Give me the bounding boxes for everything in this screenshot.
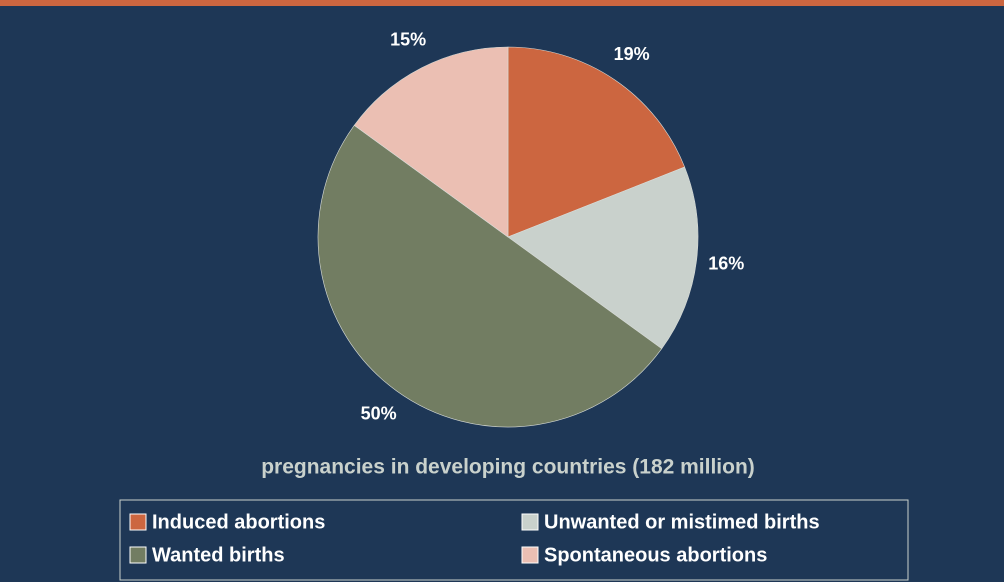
- pie-slice: [353, 46, 509, 238]
- legend-label: Unwanted or mistimed births: [544, 511, 820, 533]
- legend-label: Spontaneous abortions: [544, 544, 767, 566]
- legend-label: Wanted births: [152, 544, 285, 566]
- legend-swatch: [521, 513, 539, 531]
- top-rule: [0, 0, 1004, 6]
- legend-box: [119, 499, 909, 581]
- pie-slice: [507, 46, 686, 238]
- chart-title: pregnancies in developing countries (182…: [261, 456, 755, 479]
- legend-swatch: [521, 546, 539, 564]
- data-label: 15%: [390, 30, 426, 50]
- data-label: 50%: [361, 404, 397, 424]
- data-label: 16%: [708, 253, 744, 273]
- data-label: 19%: [614, 44, 650, 64]
- pie-slice: [507, 166, 699, 350]
- legend-swatch: [129, 546, 147, 564]
- legend-swatch: [129, 513, 147, 531]
- legend-label: Induced abortions: [152, 511, 325, 533]
- pie-slice: [317, 124, 663, 427]
